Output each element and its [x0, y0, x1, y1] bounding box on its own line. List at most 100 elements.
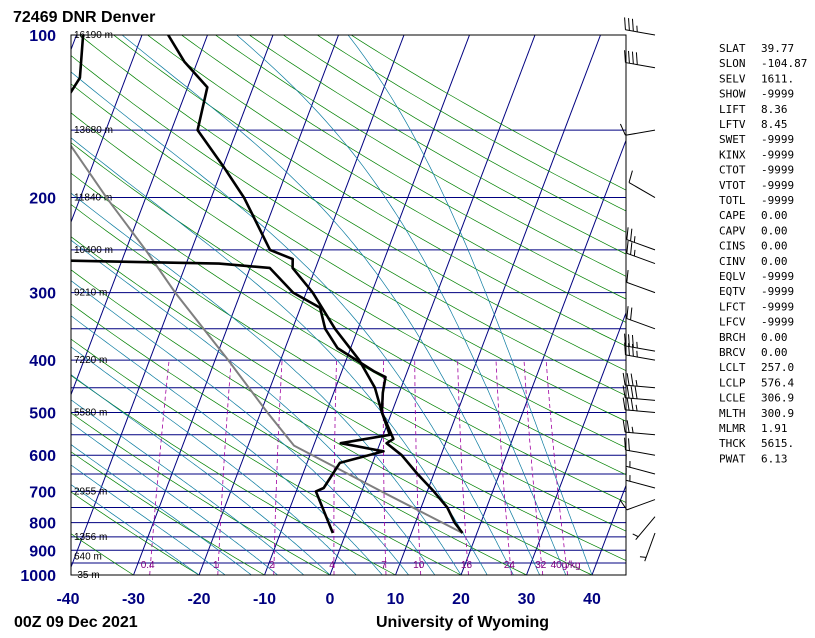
index-value: 257.0	[761, 361, 794, 374]
mixing-ratio-line	[149, 360, 170, 575]
moist-adiabat	[71, 464, 226, 575]
wind-barb-staff	[625, 465, 656, 475]
wind-barb	[626, 227, 656, 251]
index-value: 39.77	[761, 42, 794, 55]
index-name: LCLP	[719, 376, 746, 389]
wind-barb-feather	[622, 372, 626, 386]
wind-barb-feather	[624, 17, 626, 30]
wind-barb	[622, 419, 656, 436]
wind-barb-feather	[619, 499, 628, 511]
wind-barb	[624, 342, 656, 361]
index-value: 5615.	[761, 437, 794, 450]
dry-adiabat	[71, 204, 626, 532]
index-value: 576.4	[761, 376, 794, 389]
isotherm-line	[264, 35, 470, 575]
wind-barb	[639, 532, 656, 562]
mixing-ratio-label: 40g/kg	[551, 560, 581, 571]
dry-adiabat	[71, 236, 626, 561]
wind-barb-feather	[628, 18, 630, 31]
moist-adiabat	[71, 484, 200, 575]
height-label: 10400 m	[74, 245, 113, 256]
temperature-line	[167, 35, 464, 534]
wind-barb	[626, 270, 656, 294]
wind-barb	[624, 437, 656, 456]
index-value: 0.00	[761, 346, 788, 359]
wind-barb-staff	[626, 239, 656, 251]
index-name: CINV	[719, 255, 746, 268]
wind-barb-feather	[631, 334, 634, 348]
dry-adiabat	[71, 338, 462, 575]
height-label: 2955 m	[74, 486, 107, 497]
index-value: -9999	[761, 148, 794, 161]
index-name: CAPE	[719, 209, 746, 222]
index-name: BRCV	[719, 346, 746, 359]
wind-barb	[626, 306, 656, 330]
pressure-tick-label: 400	[29, 353, 56, 370]
dry-adiabat	[71, 142, 626, 476]
index-name: MLTH	[719, 407, 746, 420]
wind-barb-staff	[644, 532, 656, 562]
mixing-ratio-line	[523, 360, 544, 575]
moist-adiabat	[71, 137, 488, 575]
chart-title: 72469 DNR Denver	[13, 9, 155, 26]
isotherm-line	[395, 35, 601, 575]
dry-adiabat	[71, 412, 331, 575]
pressure-axis: 100 200 300 400 500 600 700 800 900 1000	[20, 28, 56, 585]
wind-barb-feather	[630, 307, 633, 320]
index-value: 0.00	[761, 331, 788, 344]
wind-barb-staff	[626, 281, 656, 294]
sounding-series	[71, 35, 464, 534]
mixing-ratio-label: 24	[504, 560, 516, 571]
wind-barb-staff	[625, 479, 656, 489]
index-value: -9999	[761, 285, 794, 298]
dry-adiabat	[71, 269, 593, 575]
temperature-tick-label: 10	[387, 591, 405, 608]
wind-barb-staff	[625, 397, 656, 401]
isotherm-line	[71, 35, 274, 569]
dry-adiabat	[350, 35, 626, 191]
height-label: 11840 m	[74, 193, 112, 204]
moist-adiabat	[71, 422, 278, 575]
index-value: -9999	[761, 179, 794, 192]
isotherm-line	[198, 35, 405, 575]
mixing-ratio-label: 32	[535, 560, 547, 571]
index-value: -9999	[761, 88, 794, 101]
height-label: 5580 m	[74, 407, 107, 418]
mixing-ratio-line	[457, 360, 469, 575]
wind-barb-half-feather	[639, 556, 647, 558]
mixing-ratio-label: 10	[413, 560, 425, 571]
wind-barbs	[619, 17, 656, 562]
wind-barb-feather	[626, 420, 630, 433]
temperature-tick-label: 40	[583, 591, 601, 608]
index-name: CAPV	[719, 224, 746, 237]
index-name: TOTL	[719, 194, 746, 207]
index-name: LFCT	[719, 300, 746, 313]
wind-barb	[625, 467, 656, 489]
pressure-tick-label: 300	[29, 286, 56, 303]
wind-barb-feather	[631, 343, 634, 357]
height-label: 640 m	[74, 552, 102, 563]
dewpoint-line	[71, 35, 392, 534]
moist-adiabat	[71, 315, 383, 575]
wind-barb	[619, 123, 656, 136]
mixing-ratio-line	[414, 360, 422, 575]
pressure-tick-label: 700	[29, 484, 56, 501]
wind-barb-feather	[628, 334, 630, 347]
wind-barb-half-feather	[633, 236, 636, 243]
mixing-ratio-label: 16	[461, 560, 473, 571]
index-name: SLON	[719, 57, 746, 70]
mixing-ratio-label: 2	[269, 560, 275, 571]
wind-barb-feather	[634, 386, 638, 399]
index-value: -9999	[761, 316, 794, 329]
wind-barb-staff	[626, 499, 656, 511]
index-name: BRCH	[719, 331, 746, 344]
temperature-tick-label: -20	[187, 591, 210, 608]
index-name: CINS	[719, 240, 746, 253]
wind-barb-feather	[631, 51, 634, 64]
pressure-tick-label: 600	[29, 448, 56, 465]
height-label: 9210 m	[74, 288, 107, 299]
isotherm-line	[526, 311, 626, 575]
index-value: 0.00	[761, 209, 788, 222]
dry-adiabat	[113, 35, 626, 347]
index-name: EQTV	[719, 285, 746, 298]
